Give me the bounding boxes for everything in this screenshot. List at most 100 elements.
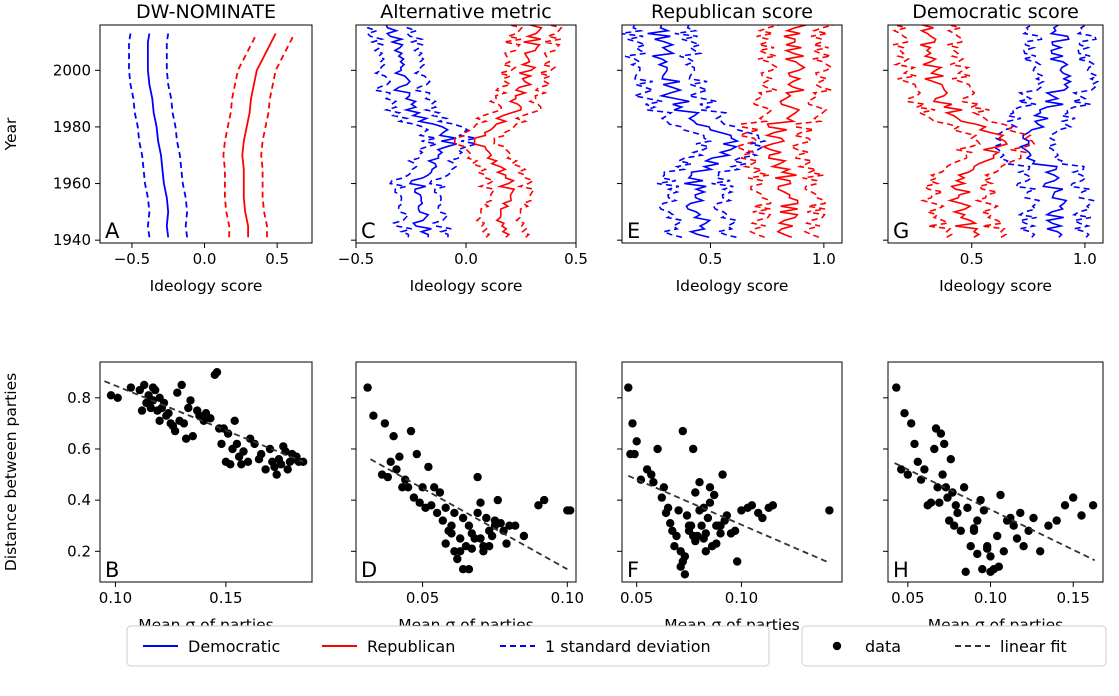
data-point — [456, 534, 465, 543]
data-point — [684, 521, 694, 530]
linear-fit-line — [894, 462, 1096, 562]
data-point — [973, 516, 982, 525]
data-point — [701, 547, 710, 556]
x-tick-label: 0.10 — [551, 589, 584, 607]
data-point — [464, 565, 474, 574]
linear-fit-line — [104, 380, 304, 463]
data-point — [913, 457, 922, 466]
panel-c: −0.5 0.0 0.5 Alternative metric Ideology sco… — [338, 1, 588, 295]
data-point — [963, 503, 972, 512]
data-point — [682, 511, 692, 520]
data-point — [986, 552, 995, 561]
data-point — [986, 567, 995, 576]
data-point — [380, 419, 390, 428]
data-point — [534, 501, 543, 510]
panel-letter: C — [361, 219, 376, 243]
data-point — [647, 470, 656, 479]
data-point — [733, 557, 742, 566]
axes-frame — [99, 24, 313, 244]
data-point — [1088, 501, 1098, 510]
data-point — [930, 444, 939, 454]
x-tick-label: −0.5 — [338, 250, 374, 268]
x-tick-label: 0.05 — [620, 589, 653, 607]
data-point — [758, 513, 767, 523]
legend-series: Democratic Republican 1 standard deviation — [126, 625, 770, 667]
data-point — [458, 513, 468, 523]
data-point — [897, 465, 906, 474]
data-point — [900, 409, 909, 418]
data-point — [653, 444, 662, 454]
data-point — [825, 506, 834, 515]
data-point — [1016, 508, 1025, 518]
democratic-series-line — [1018, 25, 1073, 238]
linear-fit-line — [627, 475, 830, 564]
panel-title: Republican score — [651, 1, 813, 23]
data-point — [903, 470, 912, 479]
x-tick-label: 0.15 — [1057, 589, 1090, 607]
x-tick-label: 0.05 — [406, 589, 439, 607]
legend-frame — [126, 625, 770, 667]
data-point — [973, 549, 982, 559]
data-point — [173, 388, 182, 397]
data-point — [993, 531, 1002, 541]
data-point — [458, 565, 468, 574]
axes-frame — [887, 24, 1104, 244]
plot-area — [622, 25, 834, 239]
data-point — [450, 508, 459, 518]
data-point — [910, 439, 919, 449]
data-point — [892, 383, 901, 392]
data-point — [1052, 516, 1061, 525]
data-point — [456, 547, 465, 556]
data-point — [406, 426, 416, 436]
data-point — [482, 513, 491, 523]
x-tick-label: 0.5 — [960, 250, 984, 268]
panel-title: Alternative metric — [380, 1, 551, 23]
data-point — [113, 393, 122, 402]
data-point — [630, 449, 639, 459]
legend-label: Democratic — [188, 637, 280, 656]
data-point — [369, 411, 378, 420]
data-point — [464, 521, 474, 530]
data-point — [265, 444, 275, 454]
data-point — [722, 511, 731, 520]
data-point — [716, 521, 725, 530]
data-point — [659, 483, 669, 492]
data-point — [243, 457, 253, 466]
x-axis-label: Ideology score — [150, 277, 263, 295]
data-point — [490, 516, 500, 525]
republican-std-upper-line — [493, 25, 563, 238]
data-point — [624, 383, 633, 392]
data-point — [680, 552, 690, 561]
data-point — [430, 483, 439, 492]
data-point — [1069, 493, 1078, 502]
data-point — [953, 508, 962, 518]
data-point — [383, 472, 392, 482]
data-point — [966, 542, 975, 551]
data-point — [137, 406, 147, 415]
data-point — [1019, 542, 1028, 551]
data-point — [199, 416, 208, 425]
axes-frame — [621, 361, 843, 583]
data-point — [363, 383, 372, 392]
data-point — [705, 498, 715, 507]
data-point — [657, 493, 666, 502]
panel-letter: D — [361, 558, 377, 582]
republican-std-lower-line — [892, 25, 982, 238]
data-point — [768, 501, 778, 510]
data-point — [505, 521, 514, 530]
data-point — [703, 513, 713, 523]
data-point — [666, 519, 675, 528]
x-tick-label: 0.0 — [454, 250, 478, 268]
panel-a: −0.5 0.0 0.5 1940 1960 1980 2000 DW-NOMINATE Ide… — [2, 1, 313, 295]
data-point — [476, 534, 485, 543]
x-tick-label: 0.5 — [699, 250, 723, 268]
data-point — [983, 544, 992, 553]
data-point — [146, 403, 155, 413]
data-point — [936, 429, 946, 438]
data-point — [386, 457, 395, 466]
data-point — [1029, 513, 1038, 523]
data-point — [447, 529, 456, 538]
data-point — [705, 483, 715, 492]
